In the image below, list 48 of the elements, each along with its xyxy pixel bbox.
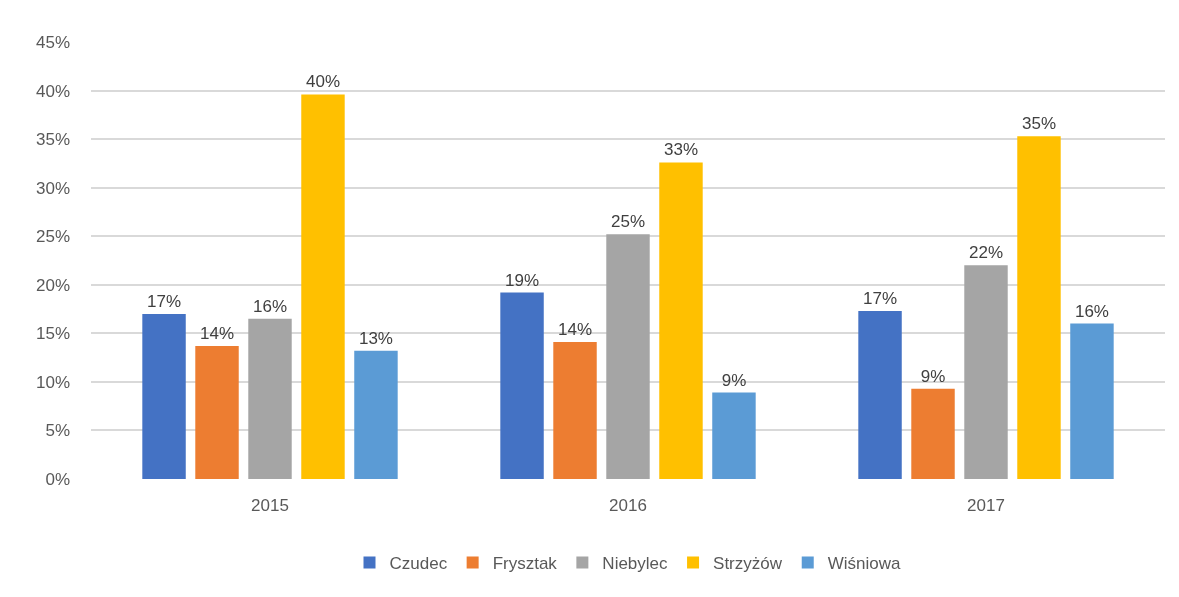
bar (1070, 323, 1114, 479)
data-label: 19% (505, 270, 540, 290)
y-tick-label: 0% (45, 469, 70, 489)
y-tick-label: 45% (35, 32, 70, 52)
y-tick-label: 35% (35, 130, 70, 150)
x-tick-label: 2017 (967, 496, 1005, 515)
data-label: 17% (147, 291, 182, 311)
bar (858, 311, 902, 479)
legend-label: Czudec (389, 554, 448, 574)
legend-label: Frysztak (492, 554, 558, 574)
data-label: 35% (1021, 114, 1056, 134)
y-tick-label: 5% (45, 421, 70, 441)
bar (911, 388, 955, 479)
bar (964, 265, 1008, 479)
data-label: 25% (610, 212, 646, 232)
data-label: 9% (721, 370, 747, 390)
y-tick-label: 25% (35, 227, 70, 247)
bar (500, 292, 544, 479)
legend-label: Niebylec (602, 554, 669, 574)
data-label: 16% (252, 296, 288, 316)
data-label: 14% (200, 323, 235, 343)
data-label: 40% (305, 72, 340, 92)
y-tick-label: 30% (35, 178, 70, 198)
y-tick-label: 20% (35, 275, 70, 295)
y-tick-label: 15% (35, 324, 70, 344)
data-label: 33% (663, 140, 698, 160)
bar (301, 94, 345, 479)
bar (606, 234, 650, 479)
data-label: 22% (968, 243, 1004, 263)
bar (659, 162, 703, 479)
bar (712, 392, 756, 479)
bar (248, 318, 292, 479)
data-label: 14% (558, 320, 593, 340)
x-tick-label: 2015 (251, 496, 289, 515)
y-tick-label: 10% (35, 372, 70, 392)
bar (195, 345, 239, 479)
y-tick-label: 40% (35, 81, 70, 101)
data-label: 17% (863, 289, 898, 308)
bar (354, 350, 398, 479)
data-label: 16% (1074, 301, 1109, 321)
legend-label: Strzyżów (713, 554, 783, 574)
bar (1017, 136, 1061, 479)
bar (553, 342, 597, 479)
data-label: 9% (920, 366, 946, 386)
bar (142, 313, 186, 479)
data-label: 13% (358, 328, 393, 348)
legend-label: Wiśniowa (827, 554, 902, 574)
x-tick-label: 2016 (609, 496, 647, 515)
